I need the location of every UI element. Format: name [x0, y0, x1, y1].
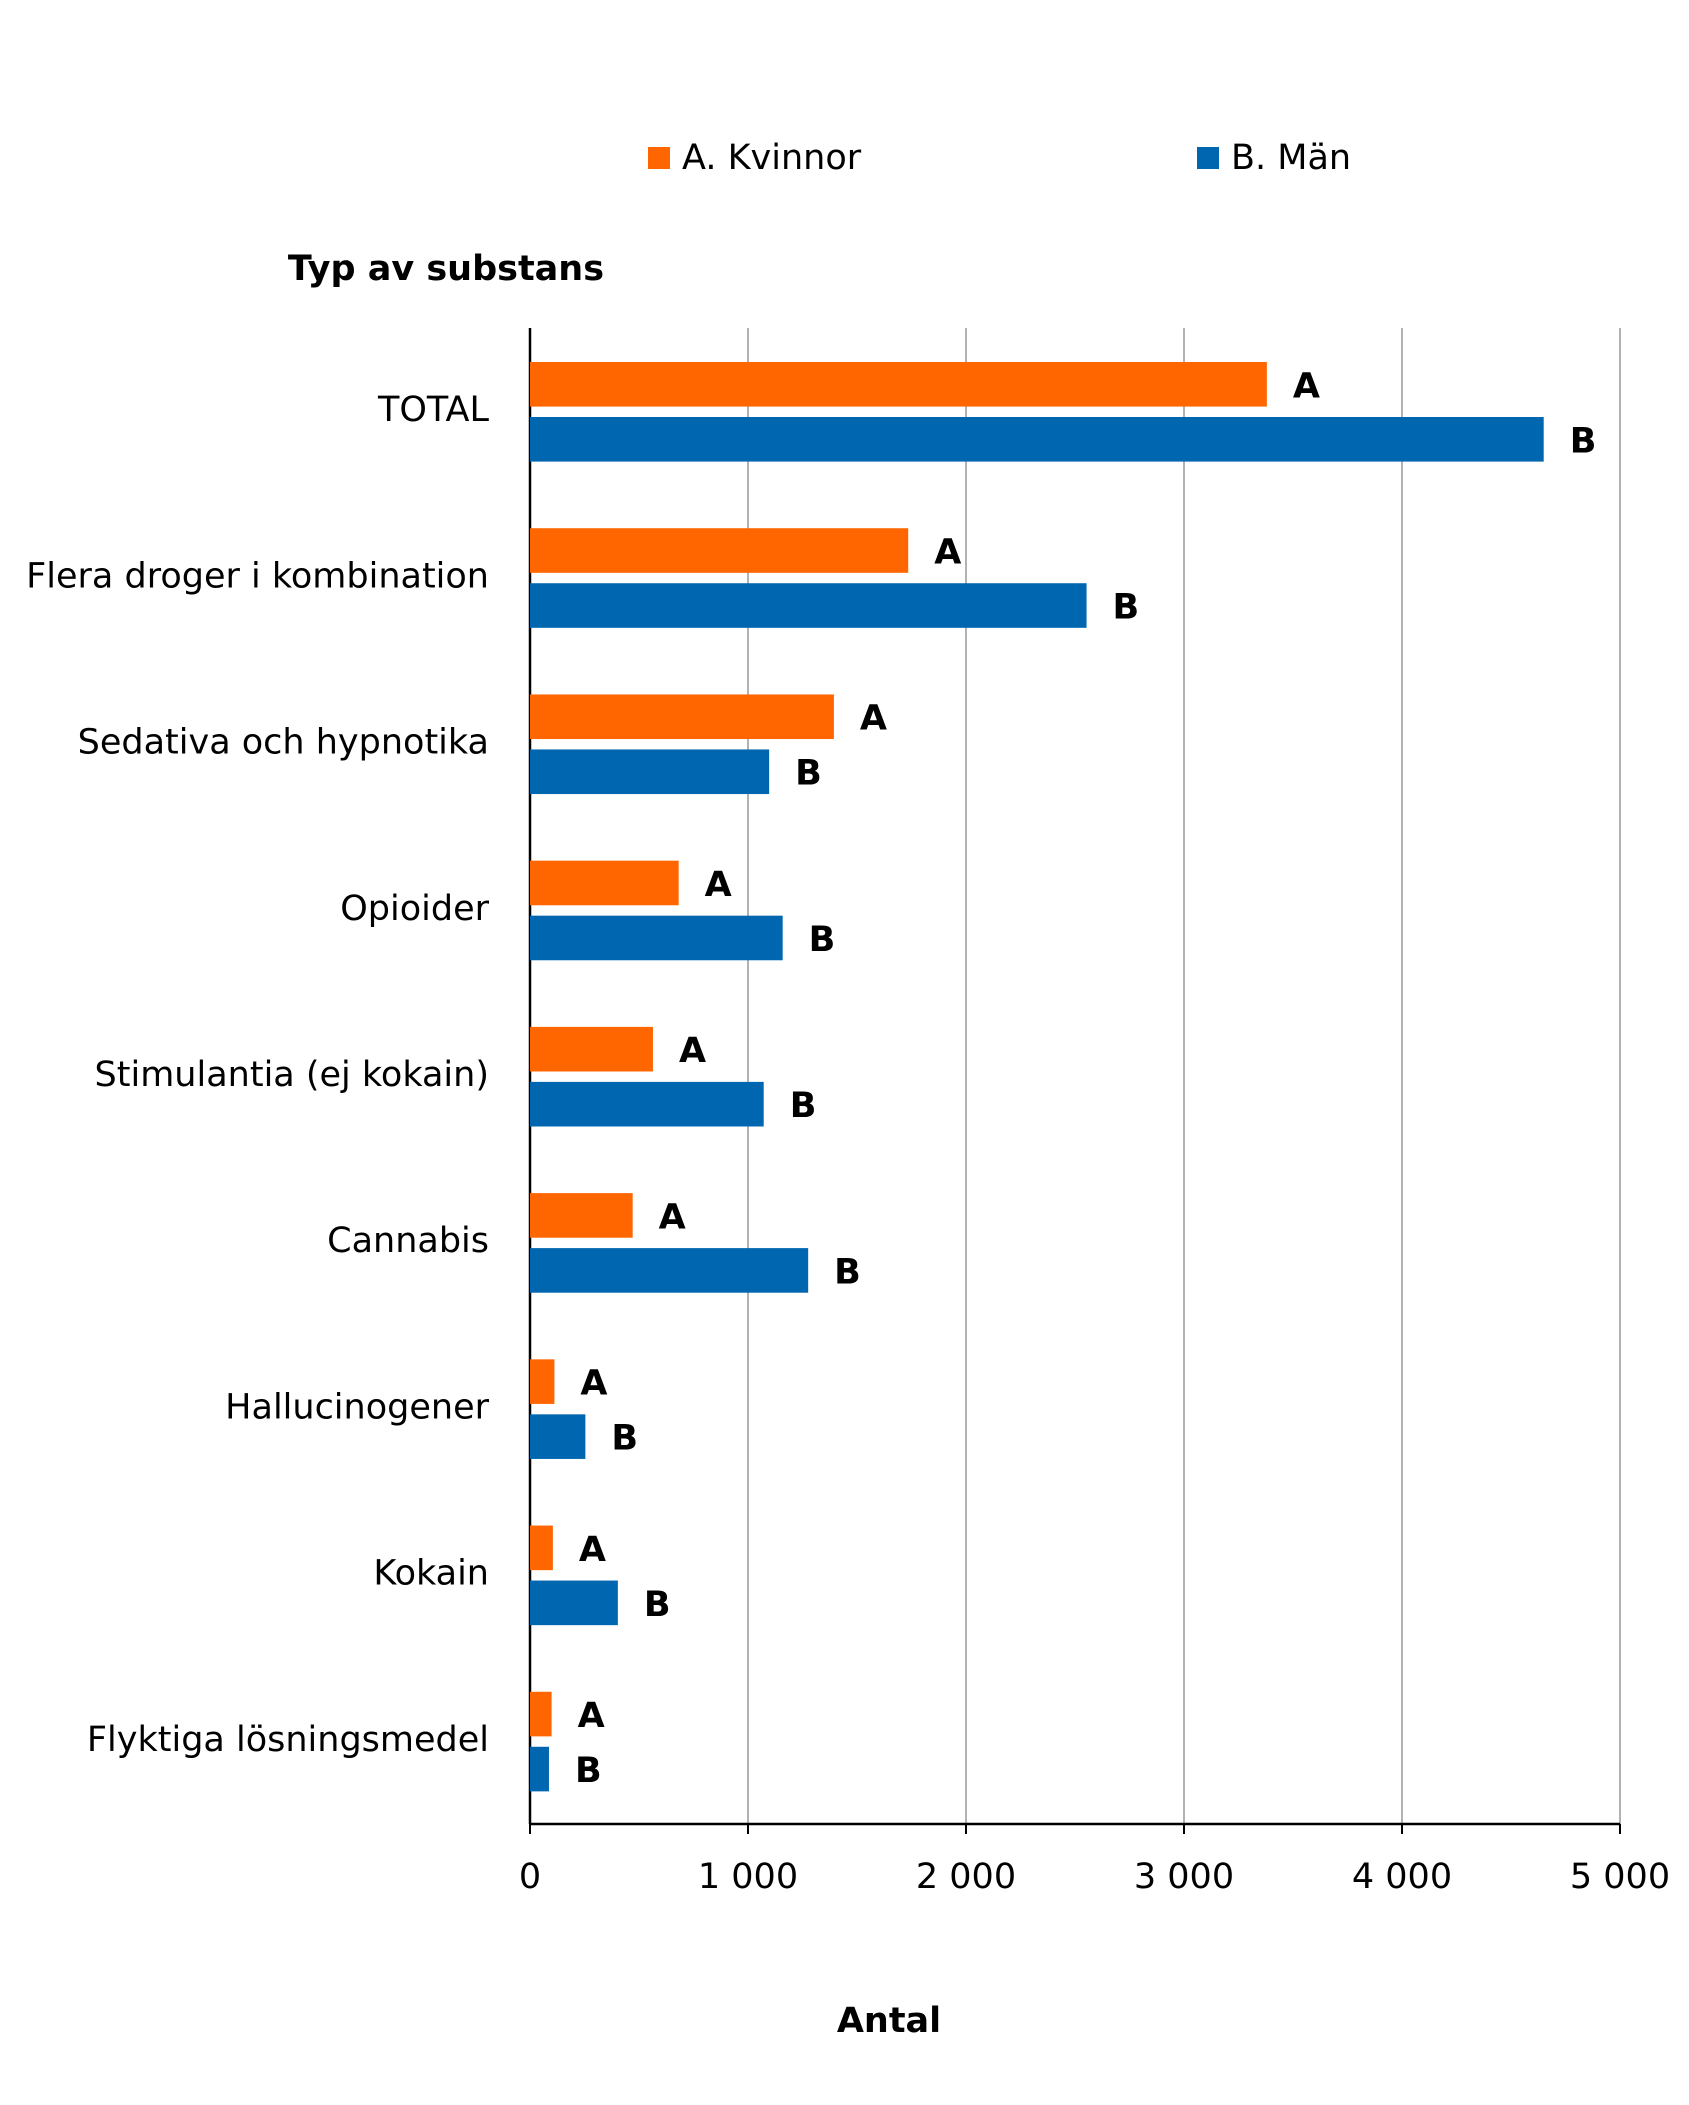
x-tick-label: 0 — [519, 1857, 541, 1897]
y-tick-label: TOTAL — [377, 390, 490, 430]
bar-label: A — [679, 1031, 706, 1071]
bar — [530, 749, 770, 795]
x-tick-label: 3 000 — [1134, 1857, 1234, 1897]
bar-label: B — [1113, 588, 1140, 628]
y-tick-label: Kokain — [373, 1554, 489, 1594]
legend-swatch — [1197, 147, 1219, 169]
bar-label: A — [934, 533, 961, 573]
legend-label: B. Män — [1231, 138, 1351, 178]
bar-label: B — [790, 1086, 817, 1126]
y-tick-label: Cannabis — [327, 1221, 489, 1261]
bar — [530, 528, 909, 573]
bar-label: A — [659, 1197, 686, 1237]
x-tick-label: 1 000 — [698, 1857, 798, 1897]
bar-label: B — [644, 1585, 671, 1625]
y-tick-label: Hallucinogener — [225, 1387, 489, 1427]
bar-label: A — [1293, 366, 1320, 406]
bar-label: B — [795, 754, 822, 794]
bar-label: B — [809, 920, 836, 960]
bar — [530, 860, 679, 906]
bar-label: A — [705, 865, 732, 905]
y-tick-label: Opioider — [340, 889, 489, 929]
x-axis-title: Antal — [837, 2001, 941, 2041]
bar-label: A — [580, 1364, 607, 1404]
y-tick-label: Sedativa och hypnotika — [78, 723, 489, 763]
bar — [530, 1359, 555, 1404]
bar — [530, 417, 1544, 462]
y-tick-label: Flera droger i kombination — [26, 556, 489, 596]
y-tick-label: Stimulantia (ej kokain) — [95, 1055, 489, 1095]
bar-label: A — [860, 699, 887, 739]
bar — [530, 1081, 764, 1127]
bar — [530, 1525, 553, 1571]
y-tick-label: Flyktiga lösningsmedel — [87, 1720, 489, 1760]
bar — [530, 1248, 809, 1293]
bar-label: A — [579, 1530, 606, 1570]
bar — [530, 1193, 633, 1238]
y-axis-title: Typ av substans — [288, 249, 604, 289]
legend-label: A. Kvinnor — [682, 138, 862, 178]
bar — [530, 1026, 653, 1072]
bar — [530, 694, 834, 740]
bar — [530, 1580, 618, 1626]
x-tick-label: 4 000 — [1352, 1857, 1452, 1897]
bar-label: B — [575, 1751, 602, 1791]
x-tick-label: 5 000 — [1570, 1857, 1670, 1897]
bar — [530, 915, 783, 961]
bar-label: B — [1570, 421, 1597, 461]
bar-label: B — [834, 1252, 861, 1292]
bar-label: A — [578, 1696, 605, 1736]
bar — [530, 362, 1267, 407]
bar — [530, 1414, 586, 1459]
bar — [530, 583, 1087, 628]
x-tick-label: 2 000 — [916, 1857, 1016, 1897]
bar — [530, 1746, 549, 1792]
bar-label: B — [611, 1419, 638, 1459]
legend-swatch — [648, 147, 670, 169]
bar — [530, 1691, 552, 1737]
